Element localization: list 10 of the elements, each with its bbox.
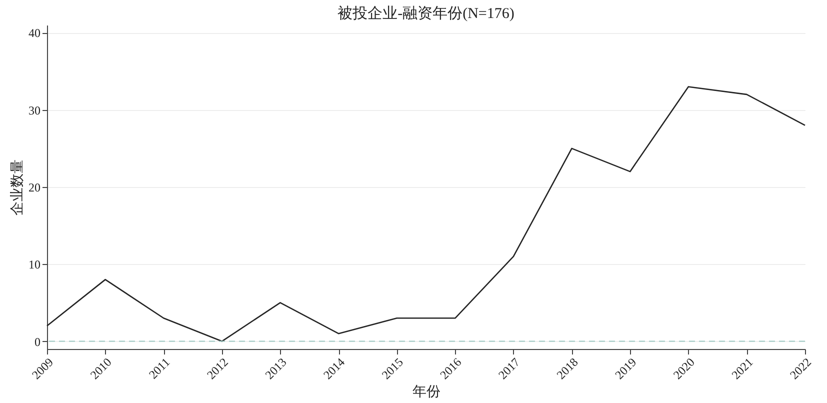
x-tick-label: 2011 — [146, 355, 173, 382]
x-axis-title: 年份 — [412, 384, 440, 400]
y-axis-title: 企业数量 — [10, 160, 26, 216]
line-series — [46, 86, 806, 342]
y-tick-label: 0 — [34, 334, 40, 349]
y-tick-label: 10 — [28, 258, 40, 272]
y-tick-label: 30 — [28, 103, 40, 118]
chart-title: 被投企业-融资年份(N=176) — [338, 5, 514, 22]
y-tick-label: 40 — [28, 26, 40, 40]
y-tick-label: 20 — [28, 180, 40, 194]
